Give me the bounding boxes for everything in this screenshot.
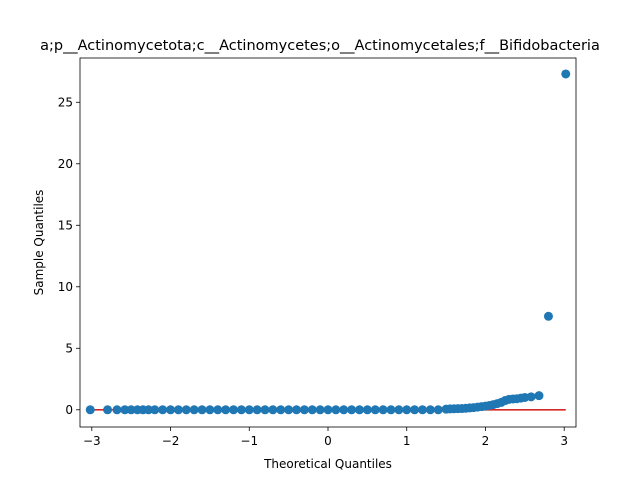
chart-title: a;p__Actinomycetota;c__Actinomycetes;o__… bbox=[40, 38, 600, 54]
data-point bbox=[150, 405, 160, 415]
data-point bbox=[370, 405, 380, 415]
data-point bbox=[158, 405, 168, 415]
data-point bbox=[85, 405, 95, 415]
data-point bbox=[417, 405, 427, 415]
y-tick-label: 25 bbox=[58, 95, 73, 109]
data-point bbox=[402, 405, 412, 415]
data-point bbox=[221, 405, 231, 415]
x-tick-label: −2 bbox=[162, 434, 180, 448]
y-tick-label: 0 bbox=[65, 403, 73, 417]
data-point bbox=[143, 405, 153, 415]
data-point bbox=[331, 405, 341, 415]
data-point bbox=[252, 405, 262, 415]
data-point bbox=[173, 405, 183, 415]
data-point bbox=[561, 69, 571, 79]
data-point bbox=[543, 311, 553, 321]
x-tick-label: −3 bbox=[83, 434, 101, 448]
data-point bbox=[284, 405, 294, 415]
data-point bbox=[236, 405, 246, 415]
plot-frame bbox=[79, 57, 577, 428]
x-tick-label: 2 bbox=[482, 434, 490, 448]
data-point bbox=[103, 405, 113, 415]
data-point bbox=[244, 405, 254, 415]
data-point bbox=[260, 405, 270, 415]
data-point bbox=[526, 392, 536, 402]
y-tick-label: 5 bbox=[65, 341, 73, 355]
data-point bbox=[292, 405, 302, 415]
data-point bbox=[386, 405, 396, 415]
data-point bbox=[229, 405, 239, 415]
plot-area bbox=[80, 58, 576, 427]
data-point bbox=[410, 405, 420, 415]
data-point bbox=[112, 405, 122, 415]
y-tick-label: 10 bbox=[58, 280, 73, 294]
data-point bbox=[315, 405, 325, 415]
x-axis: −3 −2 −1 0 1 2 3 bbox=[83, 427, 568, 448]
data-point bbox=[394, 405, 404, 415]
data-point bbox=[339, 405, 349, 415]
y-axis: 0 5 10 15 20 25 bbox=[58, 95, 80, 417]
data-point bbox=[378, 405, 388, 415]
data-point bbox=[268, 405, 278, 415]
y-axis-label: Sample Quantiles bbox=[32, 190, 46, 296]
data-point bbox=[433, 405, 443, 415]
data-points bbox=[85, 69, 571, 415]
y-tick-label: 20 bbox=[58, 157, 73, 171]
y-tick-label: 15 bbox=[58, 218, 73, 232]
data-point bbox=[323, 405, 333, 415]
x-tick-label: 0 bbox=[324, 434, 332, 448]
data-point bbox=[362, 405, 372, 415]
x-tick-label: −1 bbox=[240, 434, 258, 448]
data-point bbox=[299, 405, 309, 415]
data-point bbox=[197, 405, 207, 415]
x-tick-label: 1 bbox=[403, 434, 411, 448]
x-axis-label: Theoretical Quantiles bbox=[263, 457, 392, 471]
x-tick-label: 3 bbox=[560, 434, 568, 448]
data-point bbox=[166, 405, 176, 415]
data-point bbox=[425, 405, 435, 415]
data-point bbox=[307, 405, 317, 415]
data-point bbox=[189, 405, 199, 415]
data-point bbox=[354, 405, 364, 415]
data-point bbox=[213, 405, 223, 415]
data-point bbox=[347, 405, 357, 415]
data-point bbox=[205, 405, 215, 415]
data-point bbox=[534, 391, 544, 401]
data-point bbox=[126, 405, 136, 415]
data-point bbox=[276, 405, 286, 415]
data-point bbox=[120, 405, 130, 415]
data-point bbox=[181, 405, 191, 415]
